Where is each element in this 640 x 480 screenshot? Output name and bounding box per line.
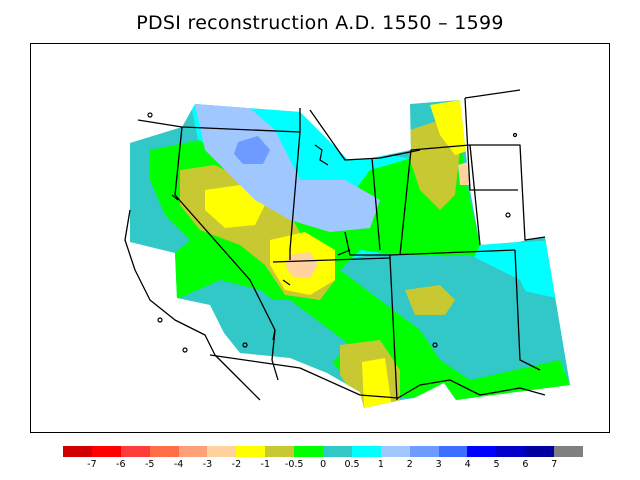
legend-tick-label: 3 — [435, 459, 442, 470]
legend-tick-label: 4 — [464, 459, 471, 470]
lakes — [147, 112, 518, 353]
legend-swatch — [207, 446, 237, 457]
wy-border — [371, 157, 381, 251]
legend-swatch — [63, 446, 92, 457]
legend-tick-label: -2 — [231, 459, 242, 470]
mt-nd-border — [464, 97, 518, 191]
canada-border — [137, 89, 521, 161]
legend-tick-label: -1 — [260, 459, 271, 470]
legend-swatch — [438, 446, 468, 457]
legend-tick-label: 0 — [320, 459, 327, 470]
legend-swatch — [467, 446, 497, 457]
legend-tick-label: -5 — [144, 459, 155, 470]
legend-swatch — [149, 446, 179, 457]
field-cyan-east — [470, 240, 565, 300]
lake-powell — [282, 279, 291, 286]
legend-swatch — [178, 446, 208, 457]
island-5 — [432, 342, 438, 348]
legend-swatch — [323, 446, 352, 457]
legend-swatch — [120, 446, 150, 457]
island-1 — [147, 112, 153, 118]
legend-tick-label: 7 — [551, 459, 558, 470]
legend-swatch — [265, 446, 295, 457]
wy-co-border — [399, 144, 481, 256]
field-olive-east — [405, 285, 455, 315]
color-legend: -7 -6 -5 -4 -3 -2 -1 -0.5 0 0.5 1 2 3 4 5 6 7 — [63, 446, 584, 473]
legend-swatch — [380, 446, 410, 457]
legend-swatch — [525, 446, 555, 457]
field-lightblue — [195, 104, 380, 232]
field-blue — [234, 136, 270, 164]
legend-bar — [63, 446, 584, 457]
az-nm-border — [389, 257, 398, 401]
island-3 — [182, 347, 188, 353]
island-2 — [157, 317, 163, 323]
legend-labels: -7 -6 -5 -4 -3 -2 -1 -0.5 0 0.5 1 2 3 4 5 6 7 — [63, 459, 583, 473]
legend-tick-label: 1 — [377, 459, 384, 470]
field-peach-north — [458, 162, 470, 185]
legend-tick-label: 0.5 — [344, 459, 360, 470]
legend-swatch — [294, 446, 324, 457]
page-title: PDSI reconstruction A.D. 1550 – 1599 — [136, 12, 504, 34]
legend-tick-label: 6 — [522, 459, 529, 470]
island-6 — [505, 212, 511, 218]
legend-tick-label: -3 — [202, 459, 213, 470]
ut-co-border — [344, 231, 391, 258]
legend-tick-label: -7 — [87, 459, 97, 470]
legend-swatch — [554, 446, 584, 457]
az-ut-border — [272, 257, 391, 263]
field-yellow-west — [205, 185, 265, 228]
legend-swatch — [496, 446, 526, 457]
great-salt-lake — [314, 144, 329, 166]
ne-ks-border — [470, 144, 546, 241]
field-teal-central — [380, 255, 540, 350]
legend-tick-label: -6 — [116, 459, 126, 470]
mexico-border — [209, 354, 546, 399]
lake-mead — [337, 249, 351, 256]
field-peach-center — [285, 252, 318, 278]
legend-tick-label: -0.5 — [284, 459, 304, 470]
field-yellow-north — [430, 100, 470, 155]
legend-swatch — [91, 446, 121, 457]
nv-ut-border — [289, 131, 301, 260]
nm-tx-border — [514, 249, 541, 371]
lake-tahoe — [171, 194, 179, 201]
legend-swatch — [351, 446, 381, 457]
ca-coast — [124, 209, 216, 356]
island-7 — [512, 132, 518, 138]
gulf-coast — [271, 329, 279, 381]
island-4 — [242, 342, 248, 348]
co-nm-border — [389, 249, 516, 256]
legend-swatch — [409, 446, 439, 457]
pdsi-field — [130, 100, 570, 408]
legend-tick-label: 5 — [493, 459, 500, 470]
state-boundaries — [124, 89, 546, 401]
legend-tick-label: -4 — [173, 459, 184, 470]
legend-tick-label: 2 — [406, 459, 413, 470]
baja-coast — [214, 354, 261, 401]
legend-swatch — [236, 446, 266, 457]
